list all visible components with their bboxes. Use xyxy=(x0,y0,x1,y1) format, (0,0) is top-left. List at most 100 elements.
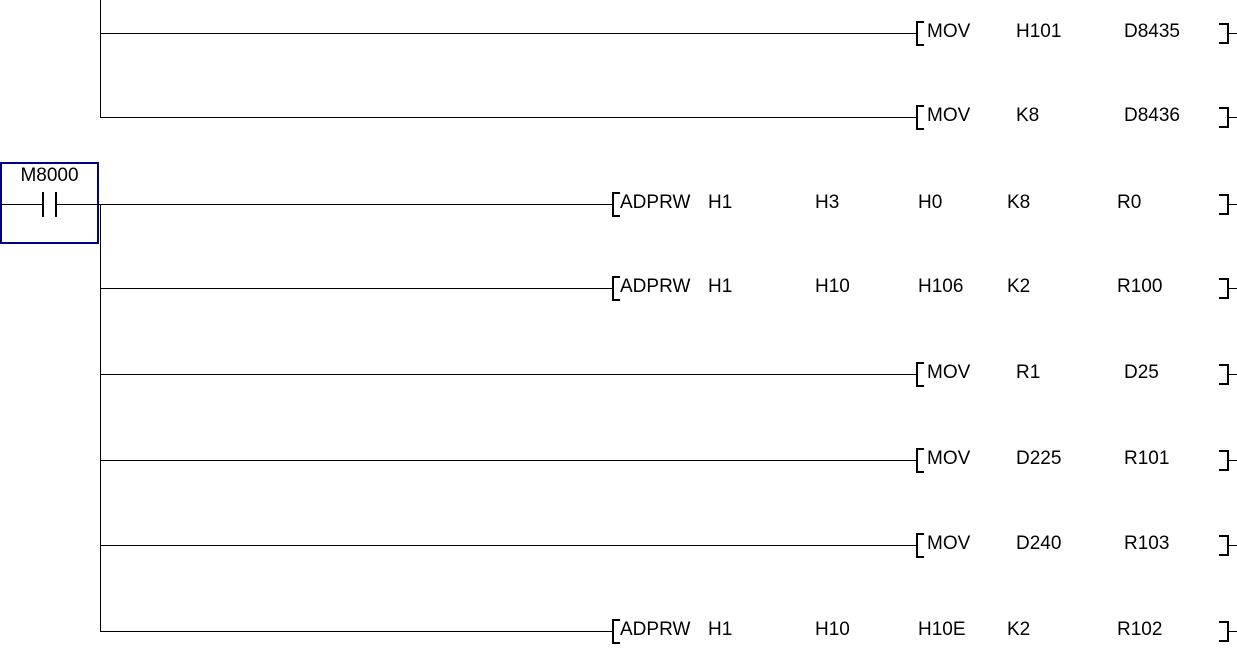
instruction-close-bracket-bottom-serif xyxy=(1219,554,1228,556)
instruction-open-bracket-bottom-serif xyxy=(916,556,924,558)
rung-wire-right-stub xyxy=(1229,204,1237,205)
instruction-close-bracket-top-serif xyxy=(1219,194,1228,196)
instruction-operand[interactable]: H1 xyxy=(708,192,733,213)
instruction-open-bracket-top-serif xyxy=(916,533,924,535)
contact-symbol-left-bar xyxy=(42,192,44,217)
instruction-close-bracket-top-serif xyxy=(1219,450,1228,452)
instruction-open-bracket xyxy=(916,105,918,130)
instruction-close-bracket-top-serif xyxy=(1219,621,1228,623)
instruction-close-bracket xyxy=(1227,450,1229,471)
instruction-operand[interactable]: K8 xyxy=(1016,105,1040,126)
instruction-operand[interactable]: R1 xyxy=(1016,362,1041,383)
instruction-close-bracket-top-serif xyxy=(1219,364,1228,366)
rung-wire-right-stub xyxy=(1229,374,1237,375)
instruction-mnemonic[interactable]: ADPRW xyxy=(620,276,691,297)
rung-wire-right-stub xyxy=(1229,117,1237,118)
instruction-close-bracket-top-serif xyxy=(1219,23,1228,25)
instruction-operand[interactable]: H3 xyxy=(815,192,840,213)
instruction-close-bracket-top-serif xyxy=(1219,535,1228,537)
instruction-open-bracket-bottom-serif xyxy=(612,642,620,644)
instruction-operand[interactable]: R100 xyxy=(1117,276,1163,297)
instruction-mnemonic[interactable]: MOV xyxy=(927,448,971,469)
instruction-operand[interactable]: D240 xyxy=(1016,533,1062,554)
instruction-mnemonic[interactable]: ADPRW xyxy=(620,192,691,213)
instruction-mnemonic[interactable]: MOV xyxy=(927,533,971,554)
instruction-operand[interactable]: D225 xyxy=(1016,448,1062,469)
instruction-mnemonic[interactable]: MOV xyxy=(927,105,971,126)
instruction-operand[interactable]: H10 xyxy=(815,619,850,640)
rung-wire-right-stub xyxy=(1229,631,1237,632)
instruction-close-bracket-bottom-serif xyxy=(1219,213,1228,215)
instruction-operand[interactable]: H10 xyxy=(815,276,850,297)
instruction-close-bracket-bottom-serif xyxy=(1219,383,1228,385)
instruction-operand[interactable]: K2 xyxy=(1007,276,1031,297)
rung-wire xyxy=(100,374,916,375)
instruction-close-bracket xyxy=(1227,364,1229,385)
rung-wire xyxy=(100,33,916,34)
rung-wire xyxy=(100,545,916,546)
instruction-close-bracket-top-serif xyxy=(1219,107,1228,109)
instruction-open-bracket xyxy=(612,192,614,217)
instruction-close-bracket xyxy=(1227,278,1229,299)
rung-wire-right-stub xyxy=(1229,460,1237,461)
instruction-operand[interactable]: D8435 xyxy=(1124,21,1180,42)
instruction-mnemonic[interactable]: MOV xyxy=(927,362,971,383)
rung-wire-right-stub xyxy=(1229,288,1237,289)
instruction-close-bracket-bottom-serif xyxy=(1219,297,1228,299)
instruction-open-bracket-bottom-serif xyxy=(612,215,620,217)
instruction-open-bracket xyxy=(916,533,918,558)
instruction-close-bracket-bottom-serif xyxy=(1219,469,1228,471)
instruction-open-bracket-top-serif xyxy=(612,192,620,194)
instruction-operand[interactable]: H101 xyxy=(1016,21,1062,42)
instruction-operand[interactable]: R102 xyxy=(1117,619,1163,640)
instruction-operand[interactable]: D8436 xyxy=(1124,105,1180,126)
instruction-open-bracket-bottom-serif xyxy=(916,385,924,387)
instruction-close-bracket xyxy=(1227,23,1229,44)
instruction-operand[interactable]: R101 xyxy=(1124,448,1170,469)
instruction-operand[interactable]: H1 xyxy=(708,276,733,297)
instruction-open-bracket xyxy=(612,619,614,644)
branch-rail-bottom xyxy=(100,204,101,632)
instruction-close-bracket-bottom-serif xyxy=(1219,42,1228,44)
instruction-open-bracket-bottom-serif xyxy=(916,128,924,130)
instruction-close-bracket-bottom-serif xyxy=(1219,126,1228,128)
instruction-operand[interactable]: H10E xyxy=(918,619,966,640)
instruction-open-bracket-top-serif xyxy=(612,619,620,621)
instruction-operand[interactable]: H0 xyxy=(918,192,943,213)
contact-symbol-right-bar xyxy=(55,192,57,217)
instruction-close-bracket-top-serif xyxy=(1219,278,1228,280)
instruction-close-bracket xyxy=(1227,107,1229,128)
rung-wire xyxy=(100,117,916,118)
instruction-open-bracket-bottom-serif xyxy=(916,44,924,46)
instruction-close-bracket-bottom-serif xyxy=(1219,640,1228,642)
instruction-operand[interactable]: R103 xyxy=(1124,533,1170,554)
instruction-close-bracket xyxy=(1227,194,1229,215)
instruction-mnemonic[interactable]: MOV xyxy=(927,21,971,42)
instruction-open-bracket-top-serif xyxy=(916,448,924,450)
instruction-close-bracket xyxy=(1227,621,1229,642)
instruction-open-bracket-bottom-serif xyxy=(612,299,620,301)
rung-wire xyxy=(100,460,916,461)
rung-wire-right-stub xyxy=(1229,545,1237,546)
instruction-operand[interactable]: D25 xyxy=(1124,362,1159,383)
instruction-operand[interactable]: R0 xyxy=(1117,192,1142,213)
rung-wire xyxy=(100,288,612,289)
instruction-operand[interactable]: H1 xyxy=(708,619,733,640)
instruction-operand[interactable]: K8 xyxy=(1007,192,1031,213)
contact-device-label: M8000 xyxy=(20,165,79,186)
instruction-open-bracket xyxy=(916,362,918,387)
instruction-operand[interactable]: H106 xyxy=(918,276,964,297)
instruction-open-bracket xyxy=(916,448,918,473)
instruction-open-bracket xyxy=(916,21,918,46)
instruction-mnemonic[interactable]: ADPRW xyxy=(620,619,691,640)
instruction-open-bracket-top-serif xyxy=(916,362,924,364)
instruction-open-bracket-top-serif xyxy=(916,105,924,107)
instruction-close-bracket xyxy=(1227,535,1229,556)
instruction-operand[interactable]: K2 xyxy=(1007,619,1031,640)
